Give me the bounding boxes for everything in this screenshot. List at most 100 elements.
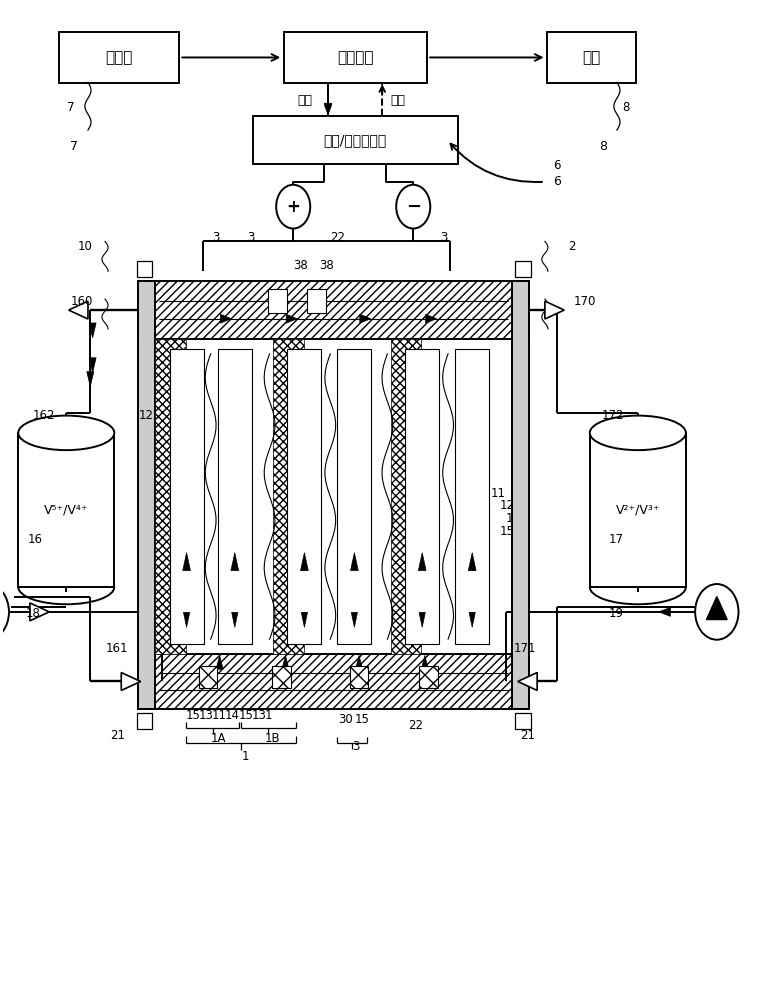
Polygon shape <box>469 612 475 627</box>
Text: 6: 6 <box>553 159 560 172</box>
Bar <box>253 116 458 164</box>
Text: V⁵⁺/V⁴⁺: V⁵⁺/V⁴⁺ <box>44 503 89 516</box>
Text: 11: 11 <box>491 487 505 500</box>
Text: 15: 15 <box>186 709 200 722</box>
Polygon shape <box>87 372 94 387</box>
Bar <box>138 654 530 709</box>
Polygon shape <box>221 314 231 323</box>
Circle shape <box>0 584 9 640</box>
Text: −: − <box>406 198 420 216</box>
Text: +: + <box>286 198 300 216</box>
Text: 10: 10 <box>78 240 93 253</box>
Text: 11: 11 <box>212 709 227 722</box>
Bar <box>547 32 636 83</box>
Text: 17: 17 <box>609 533 624 546</box>
Bar <box>307 289 326 313</box>
Polygon shape <box>360 314 370 323</box>
Text: 30: 30 <box>338 713 353 726</box>
Text: 负载: 负载 <box>582 50 601 65</box>
Polygon shape <box>707 597 727 620</box>
Text: 3: 3 <box>212 231 219 244</box>
Circle shape <box>396 185 431 229</box>
Polygon shape <box>89 358 96 373</box>
Text: 15: 15 <box>354 713 369 726</box>
Bar <box>283 32 427 83</box>
Polygon shape <box>324 103 332 115</box>
Text: 8: 8 <box>599 140 607 153</box>
Text: 发电部: 发电部 <box>105 50 133 65</box>
Bar <box>338 349 371 644</box>
Text: 1A: 1A <box>211 732 226 745</box>
Text: 22: 22 <box>408 719 423 732</box>
Text: 7: 7 <box>67 101 75 114</box>
Bar <box>136 713 152 729</box>
Text: 变电设备: 变电设备 <box>337 50 374 65</box>
Text: 160: 160 <box>71 295 94 308</box>
Text: 13: 13 <box>199 709 214 722</box>
Text: 1: 1 <box>241 750 249 763</box>
Bar <box>420 666 438 688</box>
Text: 18: 18 <box>26 607 41 620</box>
Bar <box>273 339 303 654</box>
Text: 170: 170 <box>573 295 596 308</box>
Ellipse shape <box>590 416 686 450</box>
Bar <box>138 281 155 709</box>
Text: 12: 12 <box>138 409 154 422</box>
Bar <box>456 349 489 644</box>
Polygon shape <box>659 607 670 616</box>
Text: 2: 2 <box>568 240 576 253</box>
Polygon shape <box>418 553 426 571</box>
Bar <box>516 713 531 729</box>
Text: 38: 38 <box>319 259 334 272</box>
Bar <box>391 339 421 654</box>
Polygon shape <box>183 553 190 571</box>
Ellipse shape <box>18 416 115 450</box>
Circle shape <box>695 584 739 640</box>
Text: 1: 1 <box>506 512 514 525</box>
Text: 22: 22 <box>331 231 346 244</box>
Polygon shape <box>518 673 537 690</box>
Text: 161: 161 <box>106 642 128 655</box>
Bar <box>169 349 204 644</box>
Bar <box>199 666 218 688</box>
Polygon shape <box>69 301 88 319</box>
Polygon shape <box>351 612 357 627</box>
Text: 21: 21 <box>110 729 125 742</box>
Polygon shape <box>89 323 96 338</box>
Bar <box>155 339 186 654</box>
Text: 7: 7 <box>70 140 78 153</box>
Text: V²⁺/V³⁺: V²⁺/V³⁺ <box>615 503 660 516</box>
Text: 充电: 充电 <box>297 94 312 107</box>
Text: 3: 3 <box>441 231 448 244</box>
Text: 3: 3 <box>352 740 360 753</box>
Text: 19: 19 <box>609 607 624 620</box>
Text: 12: 12 <box>499 499 514 512</box>
Bar <box>59 32 179 83</box>
Bar <box>155 339 512 654</box>
Polygon shape <box>301 612 307 627</box>
Bar <box>268 289 287 313</box>
Text: 交流/直流转换器: 交流/直流转换器 <box>324 133 387 147</box>
Bar <box>516 261 531 277</box>
Polygon shape <box>286 314 297 323</box>
Text: 38: 38 <box>293 259 308 272</box>
Polygon shape <box>545 301 564 319</box>
Polygon shape <box>356 655 363 669</box>
Text: 162: 162 <box>32 409 55 422</box>
Text: 172: 172 <box>601 409 624 422</box>
Bar <box>590 433 686 587</box>
Text: 13: 13 <box>251 709 266 722</box>
Bar <box>138 281 530 339</box>
Bar <box>349 666 368 688</box>
Bar <box>218 349 252 644</box>
Bar <box>18 433 115 587</box>
Text: 15: 15 <box>238 709 253 722</box>
Polygon shape <box>421 655 428 669</box>
Polygon shape <box>468 553 476 571</box>
Text: 3: 3 <box>246 231 254 244</box>
Text: 15: 15 <box>499 525 514 538</box>
Bar <box>512 281 530 709</box>
Polygon shape <box>231 553 239 571</box>
Bar <box>406 349 439 644</box>
Bar <box>288 349 321 644</box>
